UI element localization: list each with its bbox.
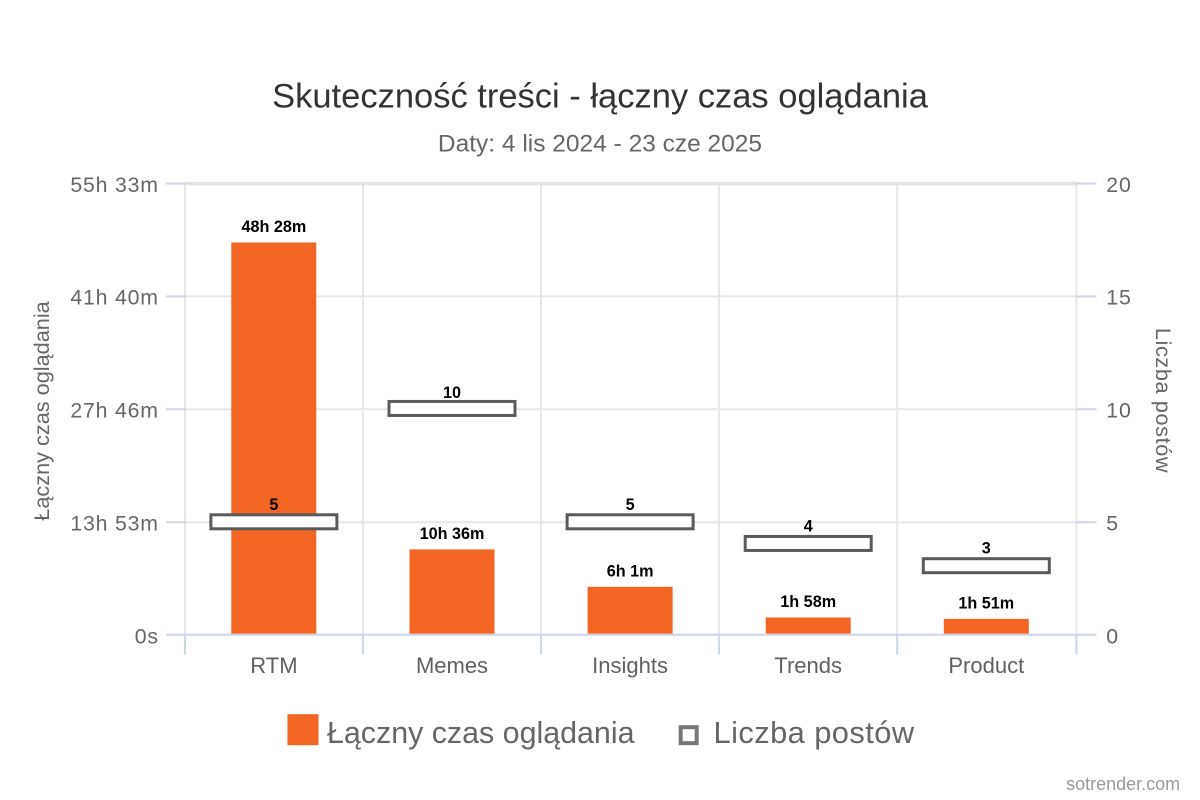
svg-text:41h 40m: 41h 40m <box>70 286 158 310</box>
svg-text:Insights: Insights <box>592 653 668 678</box>
svg-text:6h 1m: 6h 1m <box>607 562 654 580</box>
svg-text:48h 28m: 48h 28m <box>242 218 307 236</box>
svg-text:RTM: RTM <box>250 653 297 678</box>
svg-text:55h 33m: 55h 33m <box>70 173 158 197</box>
svg-text:5: 5 <box>626 496 635 514</box>
svg-text:3: 3 <box>982 540 991 558</box>
svg-text:Daty: 4 lis 2024 - 23 cze 2025: Daty: 4 lis 2024 - 23 cze 2025 <box>438 131 762 158</box>
svg-text:4: 4 <box>804 518 813 536</box>
svg-text:15: 15 <box>1106 286 1131 310</box>
svg-text:20: 20 <box>1106 173 1131 197</box>
svg-text:10: 10 <box>443 384 461 402</box>
svg-text:Trends: Trends <box>774 653 842 678</box>
svg-text:Liczba postów: Liczba postów <box>1151 328 1176 473</box>
svg-text:27h 46m: 27h 46m <box>70 399 158 423</box>
svg-text:Memes: Memes <box>416 653 488 678</box>
svg-text:Liczba postów: Liczba postów <box>714 715 915 750</box>
svg-text:5: 5 <box>1106 512 1119 536</box>
svg-text:0: 0 <box>1106 624 1119 648</box>
svg-text:sotrender.com: sotrender.com <box>1066 774 1180 794</box>
svg-text:10h 36m: 10h 36m <box>420 525 485 543</box>
svg-text:Łączny czas oglądania: Łączny czas oglądania <box>29 300 54 520</box>
svg-text:5: 5 <box>269 496 278 514</box>
svg-text:Skuteczność treści - łączny cz: Skuteczność treści - łączny czas oglądan… <box>272 78 929 116</box>
svg-text:Product: Product <box>948 653 1024 678</box>
svg-text:Łączny czas oglądania: Łączny czas oglądania <box>327 716 635 750</box>
svg-text:1h 51m: 1h 51m <box>958 594 1014 612</box>
svg-text:13h 53m: 13h 53m <box>70 512 158 536</box>
svg-text:0s: 0s <box>135 624 159 648</box>
svg-text:1h 58m: 1h 58m <box>780 593 836 611</box>
svg-text:10: 10 <box>1106 399 1131 423</box>
